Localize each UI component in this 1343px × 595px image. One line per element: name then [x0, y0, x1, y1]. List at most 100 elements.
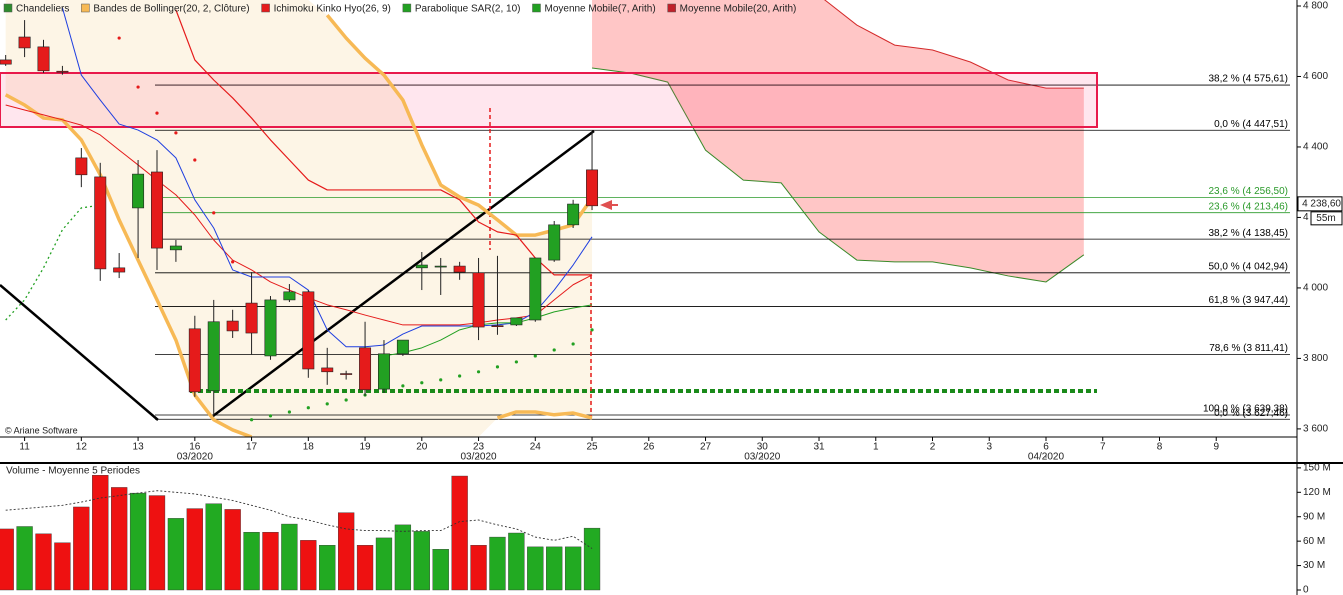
- legend-text: Bandes de Bollinger(20, 2, Clôture): [93, 4, 249, 15]
- volume-bar: [394, 524, 412, 591]
- volume-bar: [300, 540, 317, 591]
- candle-body: [37, 46, 50, 72]
- volume-bar: [583, 527, 601, 591]
- sar-dot: [155, 111, 159, 115]
- x-tick-label: 30: [757, 442, 769, 453]
- volume-bar: [546, 546, 563, 591]
- volume-bar: [129, 492, 147, 591]
- volume-bar: [92, 475, 109, 591]
- candle-body: [453, 265, 466, 273]
- candle-body: [188, 328, 201, 393]
- x-tick-label: 7: [1100, 442, 1106, 453]
- x-tick-label: 25: [586, 442, 598, 453]
- volume-bar: [54, 542, 71, 591]
- candle-body: [415, 264, 428, 269]
- candle-body: [132, 173, 145, 209]
- x-tick-label: 18: [303, 442, 315, 453]
- candle-body: [264, 299, 277, 357]
- legend-text: Ichimoku Kinko Hyo(26, 9): [274, 4, 391, 15]
- x-tick-label: 20: [416, 442, 428, 453]
- sar-dot: [117, 36, 121, 40]
- sar-dot: [306, 406, 310, 410]
- x-tick-label: 1: [873, 442, 879, 453]
- sar-dot: [458, 374, 462, 378]
- x-tick-label: 12: [76, 442, 88, 453]
- sar-dot: [552, 348, 556, 352]
- volume-average: [5, 490, 593, 549]
- candle-body: [302, 291, 315, 370]
- volume-bar: [73, 506, 90, 591]
- cloud-upper: [824, 0, 1084, 89]
- volume-bar: [262, 531, 279, 591]
- fib-label: 0,0 % (3 627,46): [1214, 408, 1288, 419]
- candle-body: [359, 347, 372, 391]
- volume-y-tick-label: 150 M: [1303, 463, 1331, 474]
- sar-dot: [174, 131, 178, 135]
- x-tick-label: 16: [189, 442, 201, 453]
- volume-bar: [281, 523, 298, 591]
- volume-bar: [111, 487, 128, 591]
- volume-bar: [451, 475, 468, 591]
- fib-label: 23,6 % (4 213,46): [1209, 201, 1289, 212]
- cloud-fill: [592, 0, 1084, 282]
- fib-label: 38,2 % (4 138,45): [1209, 228, 1289, 239]
- price-background: [5, 0, 1290, 437]
- legend-swatch: [532, 3, 541, 13]
- sar-dot: [571, 342, 575, 346]
- indicator-line: [5, 104, 593, 326]
- x-tick-label: 6: [1043, 442, 1049, 453]
- volume-bar: [148, 495, 166, 591]
- zone-rectangle: [0, 72, 1098, 128]
- candle-body: [377, 353, 390, 390]
- sar-dot: [420, 381, 424, 385]
- volume-bar: [0, 528, 14, 591]
- sar-dot: [514, 360, 518, 364]
- x-tick-label: 17: [246, 442, 258, 453]
- sar-dot: [193, 158, 197, 162]
- x-tick-label: 13: [133, 442, 145, 453]
- y-tick-label: 4 600: [1303, 71, 1328, 82]
- fib-label: 0,0 % (4 447,51): [1214, 119, 1288, 130]
- x-tick-label: 8: [1157, 442, 1163, 453]
- volume-bar: [356, 545, 374, 591]
- candle-body: [169, 245, 182, 251]
- x-tick-label: 9: [1213, 442, 1219, 453]
- candle-body: [94, 176, 107, 270]
- x-tick-label: 31: [813, 442, 825, 453]
- indicator-line: [383, 304, 593, 357]
- candle-body: [0, 59, 12, 65]
- volume-bar: [186, 508, 203, 591]
- x-tick-label: 11: [19, 442, 30, 453]
- x-tick-label: 3: [986, 442, 992, 453]
- month-label: 03/2020: [177, 452, 214, 463]
- arrow: [600, 200, 612, 210]
- candle-body: [567, 203, 580, 226]
- volume-bar: [508, 532, 525, 591]
- sar-dot: [325, 402, 329, 406]
- volume-bar: [243, 531, 260, 591]
- month-label: 04/2020: [1028, 452, 1065, 463]
- candle-body: [472, 272, 485, 328]
- fib-label: 100,0 % (3 639,38): [1203, 404, 1288, 415]
- candle-body: [491, 325, 504, 327]
- indicator-line: [5, 204, 101, 321]
- legend-swatch: [81, 3, 90, 13]
- volume-bar: [375, 537, 393, 591]
- x-tick-label: 26: [643, 442, 655, 453]
- month-label: 03/2020: [460, 452, 497, 463]
- indicator-line: [325, 14, 594, 237]
- volume-bar: [16, 526, 33, 591]
- copyright: © Ariane Software: [5, 425, 78, 435]
- fib-label: 23,6 % (4 256,50): [1209, 186, 1289, 197]
- volume-bar: [319, 545, 336, 591]
- candle-body: [548, 224, 561, 261]
- sar-dot: [231, 260, 235, 264]
- legend-text: Parabolique SAR(2, 10): [415, 4, 521, 15]
- y-tick-label: 3 600: [1303, 424, 1328, 435]
- x-tick-label: 24: [530, 442, 542, 453]
- sar-dot: [136, 85, 140, 89]
- volume-bar: [527, 546, 544, 591]
